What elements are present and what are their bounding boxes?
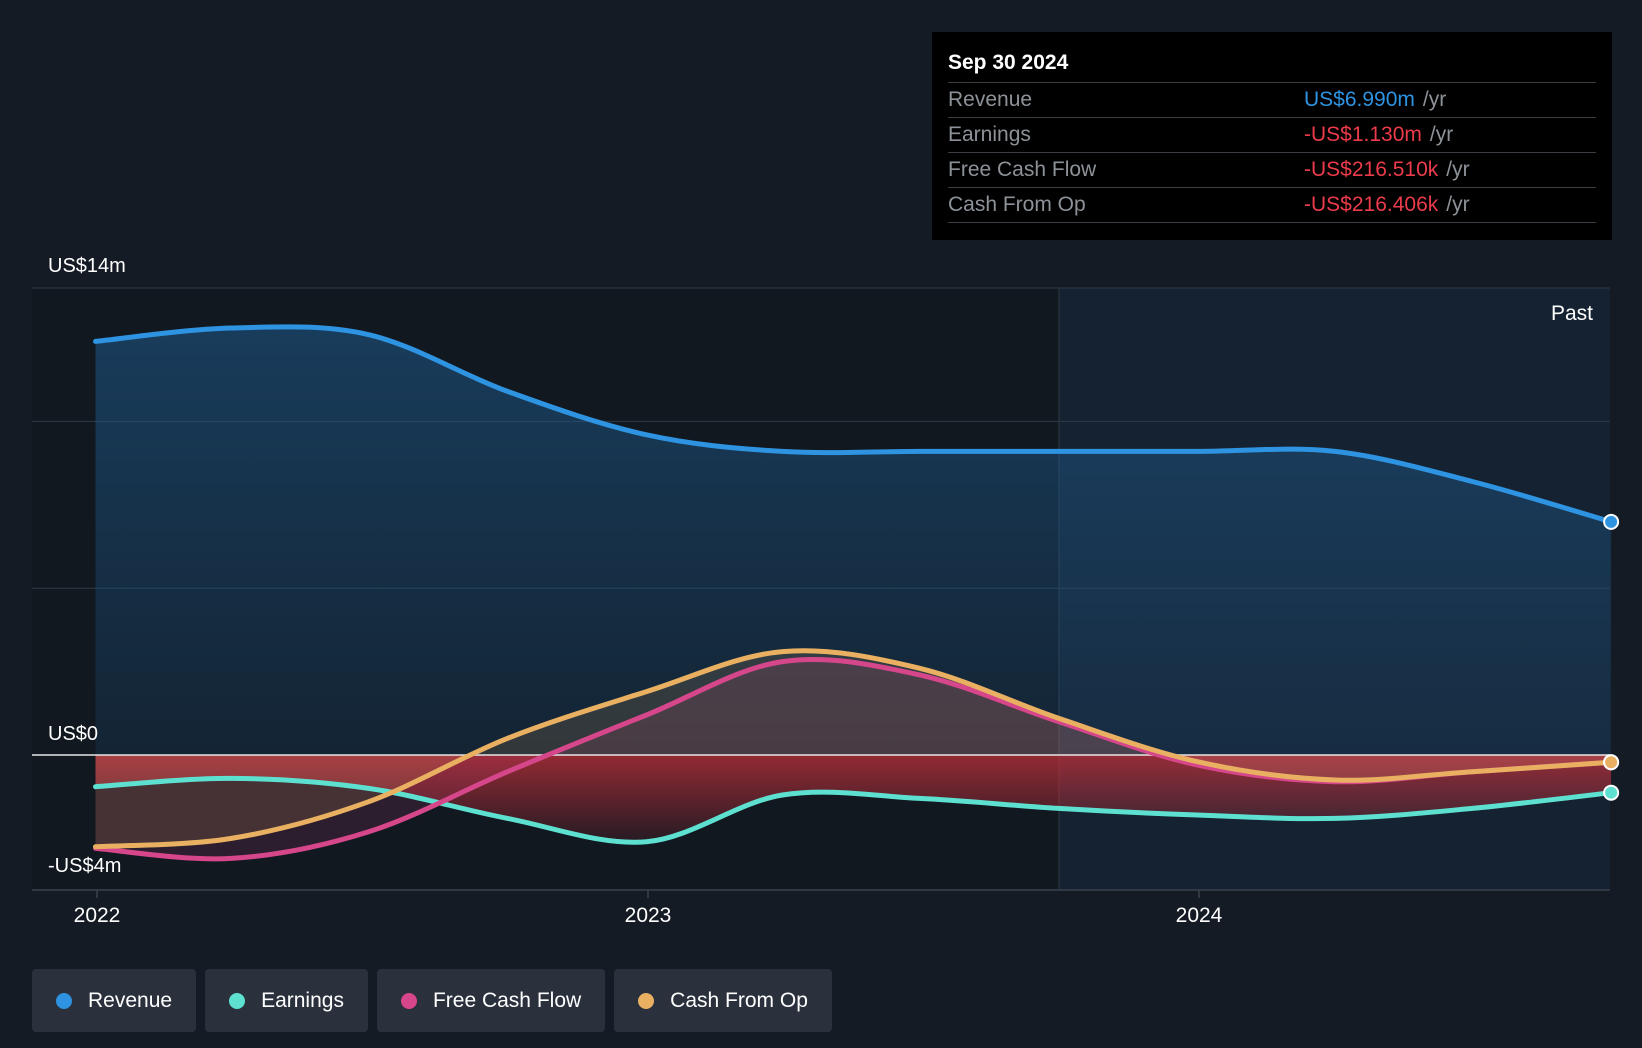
legend: Revenue Earnings Free Cash Flow Cash From O… (32, 969, 832, 1032)
earnings-endpoint (1603, 784, 1620, 801)
x-tick-label: 2024 (1176, 904, 1223, 927)
tooltip-row: Cash From Op -US$216.406k/yr (948, 188, 1596, 223)
legend-dot-icon (229, 992, 246, 1009)
y-tick-label: US$14m (48, 255, 126, 277)
tooltip-label: Cash From Op (948, 193, 1086, 216)
cash-from-op-line (93, 648, 1614, 850)
legend-dot-icon (56, 992, 72, 1009)
earnings-area (95, 755, 1612, 843)
tooltip-label: Revenue (948, 88, 1033, 111)
legend-label: Earnings (261, 988, 344, 1012)
revenue-line (93, 324, 1614, 525)
y-tick-label: US$0 (48, 723, 98, 745)
earnings-line (93, 775, 1614, 845)
tooltip-date: Sep 30 2024 (948, 48, 1596, 83)
x-tick-label: 2023 (625, 904, 672, 927)
legend-item-earnings[interactable]: Earnings (205, 969, 368, 1032)
legend-dot-icon (638, 992, 655, 1009)
legend-label: Revenue (88, 988, 173, 1012)
legend-label: Cash From Op (670, 988, 808, 1012)
revenue-endpoint (1603, 513, 1620, 530)
tooltip: Sep 30 2024 Revenue US$6.990m/yr Earnings -… (932, 32, 1612, 240)
legend-item-free-cash-flow[interactable]: Free Cash Flow (376, 969, 606, 1032)
tooltip-row: Free Cash Flow -US$216.510k/yr (948, 153, 1596, 188)
y-tick-label: -US$4m (48, 855, 121, 877)
tooltip-value: -US$1.130m (1304, 123, 1422, 146)
tooltip-label: Earnings (948, 123, 1031, 146)
past-label: Past (1551, 302, 1593, 325)
tooltip-value: -US$216.406k (1304, 193, 1439, 216)
free-cash-flow-area (95, 659, 1612, 859)
tooltip-label: Free Cash Flow (948, 158, 1097, 181)
cash-from-op-endpoint (1603, 754, 1620, 771)
tooltip-row: Earnings -US$1.130m/yr (948, 118, 1596, 153)
cash-from-op-area (95, 650, 1612, 847)
legend-dot-icon (400, 992, 417, 1009)
tooltip-value: -US$216.510k (1304, 158, 1439, 181)
tooltip-unit: /yr (1429, 123, 1454, 146)
tooltip-value: US$6.990m (1304, 88, 1415, 111)
legend-item-cash-from-op[interactable]: Cash From Op (614, 969, 832, 1032)
revenue-area (95, 326, 1612, 755)
x-tick-label: 2022 (74, 904, 121, 927)
tooltip-unit: /yr (1446, 158, 1470, 181)
tooltip-unit: /yr (1446, 193, 1470, 216)
legend-label: Free Cash Flow (432, 988, 582, 1012)
tooltip-unit: /yr (1422, 88, 1447, 111)
tooltip-row: Revenue US$6.990m/yr (948, 83, 1596, 118)
legend-item-revenue[interactable]: Revenue (32, 969, 197, 1032)
